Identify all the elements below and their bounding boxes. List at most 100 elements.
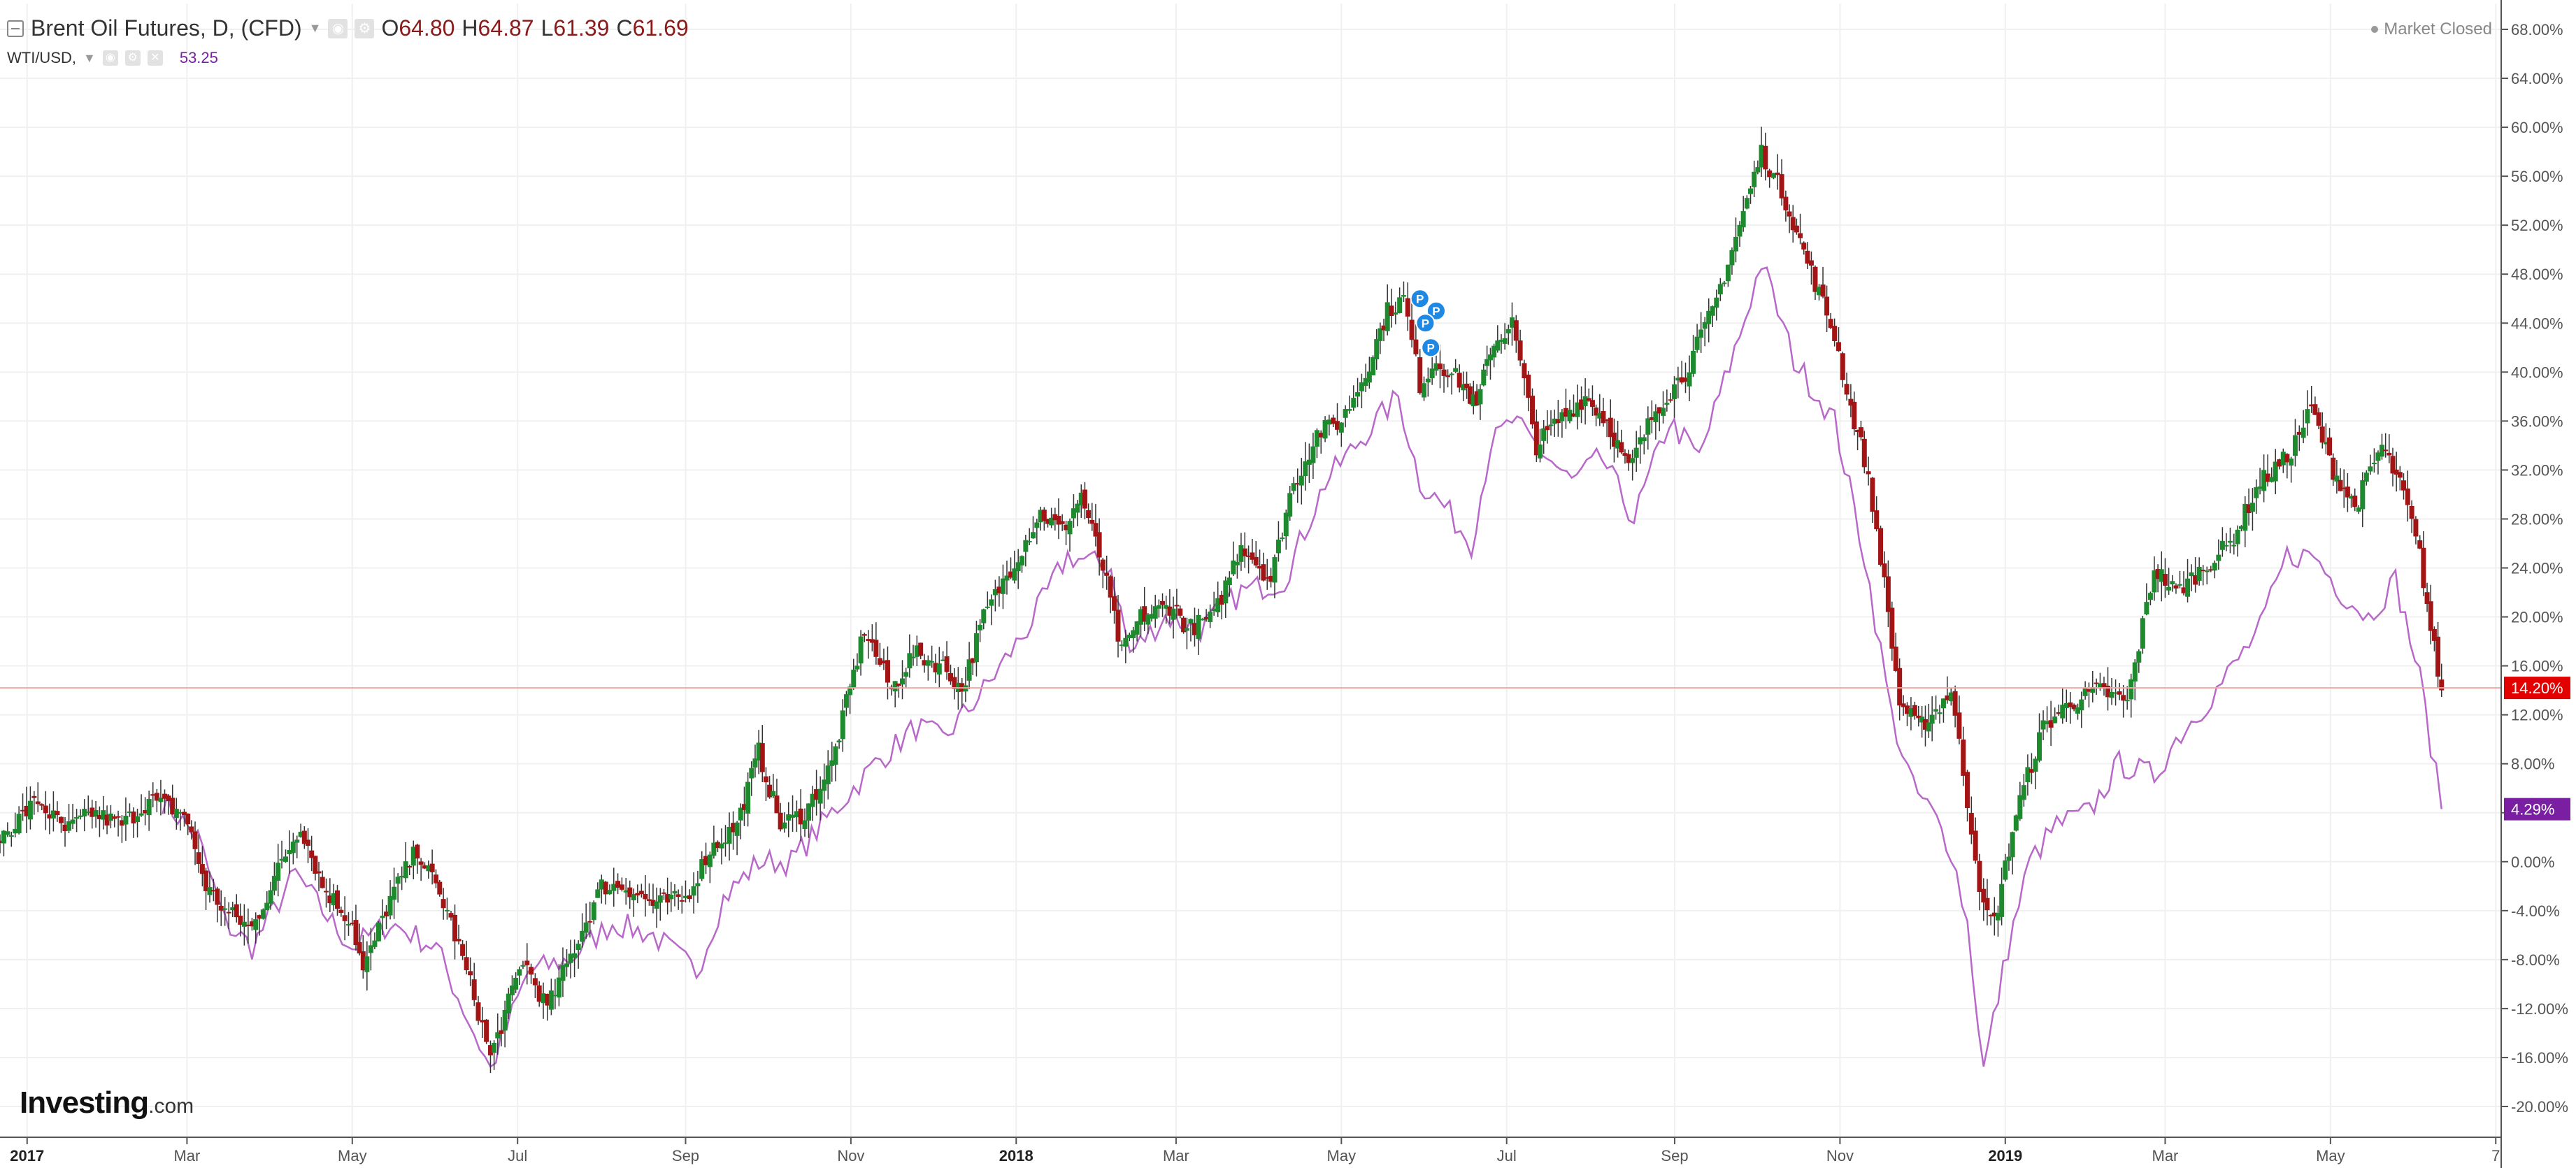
x-tick-label: Jul (508, 1147, 527, 1165)
candle-up (27, 800, 33, 820)
candle-down (199, 864, 205, 874)
candle-up (2323, 442, 2328, 445)
candle-down (1656, 407, 1662, 414)
candle-up (2363, 473, 2369, 482)
event-marker-icon[interactable]: P (1421, 338, 1441, 358)
candle-up (1759, 145, 1764, 168)
candle-up (929, 661, 935, 663)
chevron-down-icon[interactable]: ▼ (308, 21, 322, 35)
candle-down (1517, 340, 1523, 361)
candle-down (2341, 487, 2347, 489)
candle-up (691, 886, 696, 896)
candle-up (2254, 486, 2259, 498)
candle-down (2428, 601, 2433, 631)
candle-up (85, 812, 91, 814)
candle-down (1526, 374, 1531, 398)
candle-up (1134, 621, 1140, 635)
candle-down (922, 660, 927, 666)
candle-down (1619, 442, 1624, 453)
candle-up (1359, 382, 1364, 391)
event-marker-icon[interactable]: P (1410, 289, 1430, 309)
candle-down (1836, 342, 1841, 352)
candle-up (1283, 512, 1289, 537)
candle-up (1343, 409, 1348, 418)
candle-up (74, 816, 80, 819)
event-marker-icon[interactable]: P (1415, 313, 1436, 333)
candle-down (1874, 510, 1880, 530)
candle-up (173, 809, 179, 819)
settings-gear-icon[interactable]: ⚙ (124, 50, 141, 66)
marker-circle (1426, 301, 1446, 321)
candle-up (1717, 284, 1723, 295)
candle-down (866, 639, 871, 641)
candle-down (1295, 483, 1301, 485)
candle-up (1149, 614, 1154, 619)
candle-down (2201, 570, 2206, 572)
candle-down (1787, 211, 1792, 217)
candle-up (611, 884, 617, 891)
collapse-legend-button[interactable] (7, 20, 24, 37)
candle-up (403, 861, 408, 879)
candle-up (1940, 698, 1946, 709)
candle-down (1261, 564, 1266, 581)
candle-up (2269, 477, 2275, 482)
chevron-down-icon[interactable]: ▼ (83, 50, 96, 65)
candle-up (1012, 568, 1017, 581)
candle-up (843, 694, 849, 708)
ohlc-open: O64.80 (381, 15, 455, 41)
candle-up (1049, 517, 1054, 526)
candle-down (1008, 571, 1014, 578)
candle-up (1714, 297, 1719, 308)
candle-up (1164, 605, 1169, 609)
candle-up (82, 809, 87, 817)
candle-down (1984, 897, 1990, 911)
candle-up (756, 742, 761, 761)
candle-down (1167, 606, 1173, 616)
candle-down (448, 913, 454, 918)
candle-down (1100, 559, 1105, 571)
candle-up (2109, 691, 2115, 698)
candle-up (847, 686, 853, 695)
candle-down (2071, 705, 2077, 709)
candle-up (517, 969, 522, 976)
candle-down (1445, 375, 1451, 377)
candle-up (668, 894, 674, 900)
candle-down (1059, 521, 1065, 524)
candle-up (1509, 317, 1515, 328)
candle-up (372, 940, 378, 947)
candle-down (861, 634, 867, 636)
candle-down (218, 906, 224, 911)
candle-up (1287, 493, 1293, 517)
candle-down (1441, 369, 1447, 376)
candle-up (2334, 475, 2340, 482)
symbol-title[interactable]: Brent Oil Futures, D, (CFD) (31, 15, 302, 41)
close-icon[interactable]: ✕ (147, 50, 163, 66)
candle-up (745, 781, 751, 814)
candle-up (572, 953, 578, 958)
candle-up (1429, 368, 1435, 379)
candle-up (1567, 410, 1573, 421)
candle-down (1142, 606, 1147, 622)
candle-down (2265, 473, 2270, 482)
candle-up (836, 740, 842, 743)
candle-up (66, 821, 72, 831)
candle-up (682, 895, 688, 898)
candle-up (548, 990, 554, 1010)
visibility-icon[interactable]: ◉ (328, 18, 348, 38)
candle-down (545, 993, 550, 1006)
candle-down (603, 881, 608, 895)
candle-up (1366, 371, 1372, 383)
settings-gear-icon[interactable]: ⚙ (355, 18, 375, 38)
x-tick-label: 7 (2491, 1147, 2500, 1165)
candle-up (2040, 720, 2046, 730)
candle-down (1096, 532, 1102, 558)
investing-logo[interactable]: Investing.com (20, 1086, 194, 1120)
event-marker-icon[interactable]: P (1426, 301, 1446, 321)
candle-down (35, 801, 41, 805)
visibility-icon[interactable]: ◉ (102, 50, 118, 66)
candle-down (661, 892, 666, 894)
candle-up (1238, 545, 1244, 562)
candle-up (158, 798, 164, 802)
compare-symbol-title[interactable]: WTI/USD, (7, 49, 76, 66)
